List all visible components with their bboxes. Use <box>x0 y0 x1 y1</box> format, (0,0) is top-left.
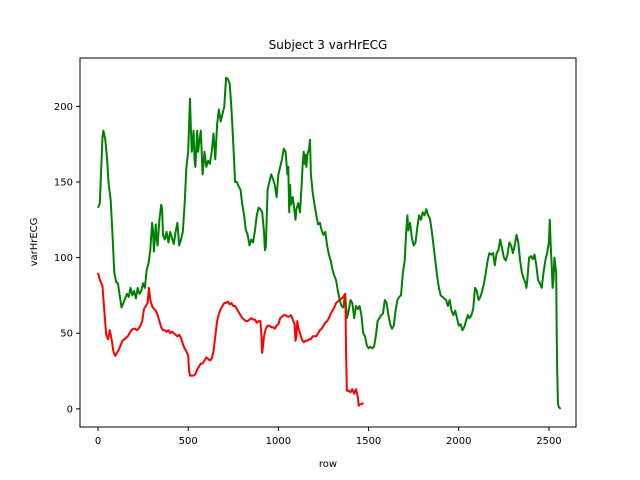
series-line-2 <box>97 272 364 407</box>
x-tick-label: 500 <box>179 436 198 447</box>
chart-title: Subject 3 varHrECG <box>269 38 388 52</box>
x-axis-ticks: 0 500 1000 1500 2000 2500 <box>95 427 562 447</box>
y-axis-ticks: 0 50 100 150 200 <box>54 102 80 415</box>
x-tick-label: 2000 <box>446 436 471 447</box>
x-tick-label: 2500 <box>536 436 561 447</box>
x-tick-label: 1000 <box>266 436 291 447</box>
x-tick-label: 0 <box>95 436 101 447</box>
y-axis-label: varHrECG <box>29 218 40 267</box>
x-axis-label: row <box>319 459 337 470</box>
plot-lines <box>97 76 562 410</box>
plot-frame <box>79 57 577 428</box>
y-tick-label: 200 <box>54 102 73 113</box>
series-line-1 <box>97 76 562 410</box>
y-tick-label: 150 <box>54 178 73 189</box>
x-tick-label: 1500 <box>356 436 381 447</box>
y-tick-label: 0 <box>67 404 73 415</box>
y-tick-label: 50 <box>60 329 73 340</box>
y-tick-label: 100 <box>54 253 73 264</box>
